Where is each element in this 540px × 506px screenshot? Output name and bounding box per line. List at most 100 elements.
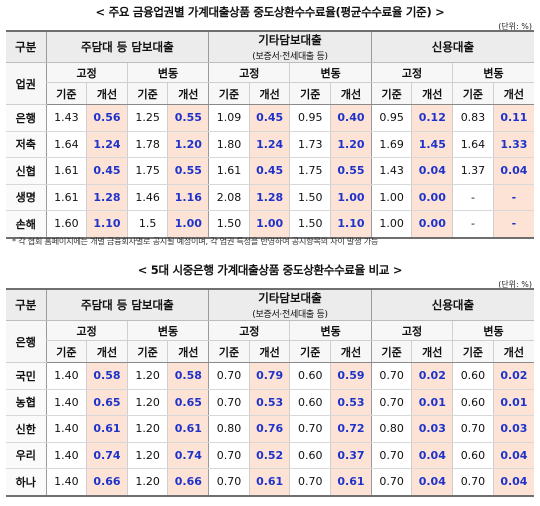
column-header: 기준 (289, 82, 331, 105)
improved-rate-cell: - (492, 184, 534, 211)
column-header: 개선 (86, 82, 128, 105)
row-label: 하나 (6, 468, 46, 497)
base-rate-cell: 1.00 (370, 184, 412, 211)
improved-rate-cell: 1.20 (330, 131, 372, 158)
improved-rate-cell: 1.16 (167, 184, 209, 211)
table-row: 신협 1.61 0.45 1.75 0.55 1.61 0.45 1.75 0.55 1.43 0.… (6, 157, 534, 185)
base-rate-cell: 1.40 (45, 415, 87, 443)
improved-rate-cell: 0.79 (248, 362, 290, 390)
improved-rate-cell: 0.55 (167, 157, 209, 185)
row-label: 은행 (6, 104, 46, 132)
base-rate-cell: 1.40 (45, 389, 87, 416)
group-header-label: 신용대출 (431, 40, 475, 54)
improved-rate-cell: 0.04 (492, 157, 534, 185)
improved-rate-cell: 0.65 (167, 389, 209, 416)
improved-rate-cell: 0.56 (86, 104, 128, 132)
column-header: 개선 (248, 82, 290, 105)
improved-rate-cell: 1.45 (411, 131, 453, 158)
base-rate-cell: 1.40 (45, 468, 87, 497)
base-rate-cell: 1.78 (126, 131, 168, 158)
improved-rate-cell: 0.74 (86, 442, 128, 469)
base-rate-cell: 1.5 (126, 210, 168, 239)
improved-rate-cell: 0.45 (86, 157, 128, 185)
header-row-columns: 기준 개선 기준 개선 기준 개선 기준 개선 기준 개선 기준 개선 (6, 82, 534, 105)
improved-rate-cell: 0.52 (248, 442, 290, 469)
improved-rate-cell: 0.00 (411, 210, 453, 239)
group-header: 기타담보대출 (보증서·전세대출 등) (208, 288, 372, 321)
base-rate-cell: 0.70 (370, 468, 412, 497)
table-row: 우리 1.40 0.74 1.20 0.74 0.70 0.52 0.60 0.37 0.70 0.… (6, 442, 534, 469)
group-header-label: 주담대 등 담보대출 (81, 298, 174, 312)
base-rate-cell: 1.20 (126, 442, 168, 469)
base-rate-cell: 1.80 (208, 131, 250, 158)
table1-footnote: * 각 협회 홈페이지에는 개별 금융회사별로 공시될 예정이며, 각 업권 특… (12, 236, 379, 246)
improved-rate-cell: 0.40 (330, 104, 372, 132)
improved-rate-cell: 0.65 (86, 389, 128, 416)
base-rate-cell: 0.70 (208, 362, 250, 390)
base-rate-cell: 0.70 (452, 415, 494, 443)
improved-rate-cell: 0.01 (411, 389, 453, 416)
base-rate-cell: 1.50 (208, 210, 250, 239)
improved-rate-cell: 0.04 (411, 468, 453, 497)
group-header-label: 기타담보대출 (258, 291, 322, 305)
base-rate-cell: - (452, 210, 494, 239)
improved-rate-cell: 0.11 (492, 104, 534, 132)
base-rate-cell: 0.70 (208, 468, 250, 497)
improved-rate-cell: 0.53 (330, 389, 372, 416)
base-rate-cell: 0.70 (370, 389, 412, 416)
base-rate-cell: 1.40 (45, 442, 87, 469)
table1-unit: (단위: %) (498, 22, 532, 31)
column-header: 개선 (330, 340, 372, 363)
improved-rate-cell: 0.04 (492, 442, 534, 469)
base-rate-cell: - (452, 184, 494, 211)
improved-rate-cell: 1.33 (492, 131, 534, 158)
base-rate-cell: 0.70 (289, 468, 331, 497)
base-rate-cell: 1.69 (370, 131, 412, 158)
header-row-rate-type: 업권 고정 변동 고정 변동 고정 변동 (6, 62, 534, 105)
improved-rate-cell: 0.04 (411, 442, 453, 469)
base-rate-cell: 2.08 (208, 184, 250, 211)
base-rate-cell: 1.46 (126, 184, 168, 211)
improved-rate-cell: 1.20 (167, 131, 209, 158)
improved-rate-cell: 0.00 (411, 184, 453, 211)
base-rate-cell: 1.00 (370, 210, 412, 239)
table-row: 신한 1.40 0.61 1.20 0.61 0.80 0.76 0.70 0.72 0.80 0.… (6, 415, 534, 443)
base-rate-cell: 1.20 (126, 468, 168, 497)
base-rate-cell: 1.50 (289, 184, 331, 211)
table-row: 국민 1.40 0.58 1.20 0.58 0.70 0.79 0.60 0.59 0.70 0.… (6, 362, 534, 390)
base-rate-cell: 0.95 (289, 104, 331, 132)
column-header: 기준 (45, 340, 87, 363)
base-rate-cell: 1.75 (289, 157, 331, 185)
rate-type-header: 변동 (126, 320, 209, 341)
improved-rate-cell: 0.45 (248, 104, 290, 132)
base-rate-cell: 1.25 (126, 104, 168, 132)
group-header-label: 신용대출 (431, 298, 475, 312)
improved-rate-cell: 0.04 (411, 157, 453, 185)
base-rate-cell: 1.20 (126, 362, 168, 390)
base-rate-cell: 1.50 (289, 210, 331, 239)
rate-type-header: 고정 (370, 62, 453, 83)
improved-rate-cell: 0.61 (248, 468, 290, 497)
row-label: 생명 (6, 184, 46, 211)
group-header: 신용대출 (370, 30, 534, 63)
row-label: 저축 (6, 131, 46, 158)
column-header: 개선 (167, 340, 209, 363)
column-header: 개선 (411, 82, 453, 105)
improved-rate-cell: - (492, 210, 534, 239)
group-header: 신용대출 (370, 288, 534, 321)
base-rate-cell: 1.43 (370, 157, 412, 185)
improved-rate-cell: 0.66 (86, 468, 128, 497)
base-rate-cell: 1.37 (452, 157, 494, 185)
base-rate-cell: 1.61 (45, 184, 87, 211)
group-header-label: 기타담보대출 (258, 33, 322, 47)
base-rate-cell: 1.09 (208, 104, 250, 132)
corner-bottom-label: 업권 (6, 62, 46, 105)
improved-rate-cell: 0.02 (411, 362, 453, 390)
improved-rate-cell: 0.58 (86, 362, 128, 390)
base-rate-cell: 0.70 (208, 389, 250, 416)
improved-rate-cell: 1.10 (330, 210, 372, 239)
base-rate-cell: 1.64 (452, 131, 494, 158)
improved-rate-cell: 1.00 (330, 184, 372, 211)
improved-rate-cell: 0.59 (330, 362, 372, 390)
table1-title: < 주요 금융업권별 가계대출상품 중도상환수수료율(평균수수료율 기준) > (95, 5, 445, 19)
